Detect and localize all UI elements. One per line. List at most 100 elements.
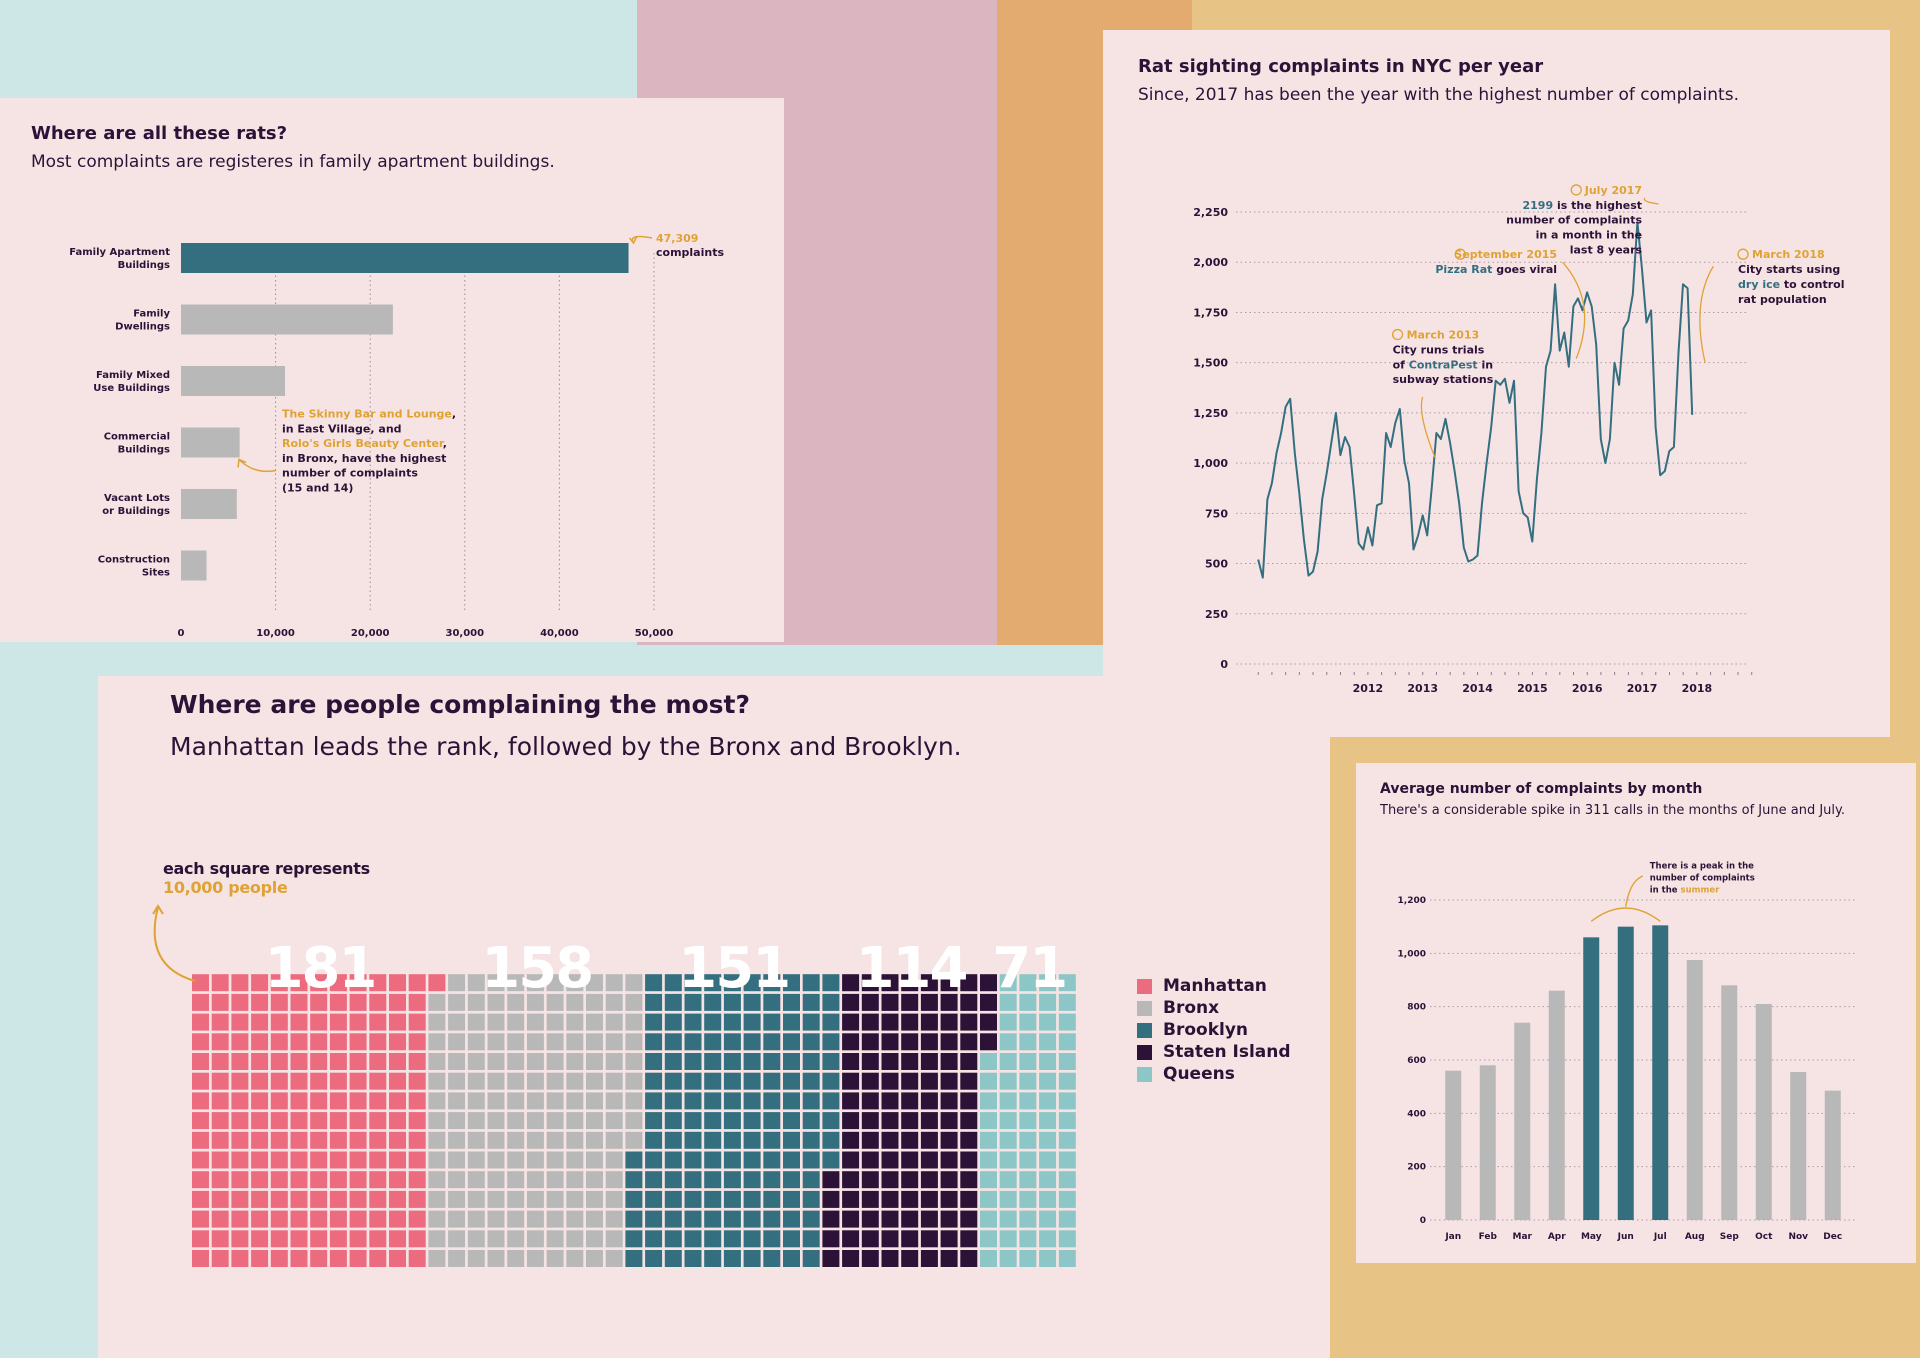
waffle-square xyxy=(684,993,702,1011)
waffle-square xyxy=(980,1112,997,1130)
waffle-square xyxy=(980,1092,997,1110)
waffle-square xyxy=(625,1151,643,1169)
waffle-square xyxy=(507,1171,525,1189)
waffle-square xyxy=(290,1190,308,1208)
waffle-square xyxy=(487,1092,505,1110)
waffle-square xyxy=(211,1230,229,1248)
waffle-square xyxy=(645,1171,663,1189)
waffle-square xyxy=(467,1210,485,1228)
annotation-commercial-segment: in Bronx, have the highest xyxy=(282,452,446,465)
note-arrow xyxy=(153,906,196,982)
waffle-square xyxy=(231,1053,249,1070)
x-tick-label: 2017 xyxy=(1627,682,1658,695)
waffle-square xyxy=(802,1210,820,1228)
waffle-square xyxy=(920,1210,938,1228)
waffle-square xyxy=(940,1131,958,1149)
waffle-square xyxy=(290,1171,308,1189)
waffle-square xyxy=(684,1112,702,1130)
annotation-summer-segment: There is a peak in the xyxy=(1650,861,1754,871)
waffle-square xyxy=(586,1151,603,1169)
waffle-square xyxy=(408,1033,426,1051)
waffle-square xyxy=(881,974,899,992)
waffle-square xyxy=(822,1092,840,1110)
waffle-square xyxy=(684,1013,702,1031)
waffle-square xyxy=(842,1013,860,1031)
waffle-square xyxy=(684,1250,702,1267)
waffle-square xyxy=(1019,1171,1037,1189)
legend-swatch xyxy=(1137,1022,1152,1038)
waffle-square xyxy=(586,1112,603,1130)
waffle-square xyxy=(723,1230,741,1248)
waffle-square xyxy=(999,1131,1017,1149)
waffle-square xyxy=(684,1072,702,1090)
waffle-square xyxy=(645,974,663,992)
waffle-square xyxy=(743,1092,761,1110)
waffle-square xyxy=(881,1210,899,1228)
waffle-square xyxy=(349,974,367,992)
waffle-square xyxy=(625,1053,643,1070)
bar xyxy=(181,243,629,273)
annotation-text-segment: in a month in the xyxy=(1536,229,1642,242)
waffle-square xyxy=(822,1250,840,1267)
waffle-square xyxy=(349,1013,367,1031)
annotation-text-segment: City starts using xyxy=(1738,263,1840,276)
waffle-square xyxy=(723,1053,741,1070)
waffle-square xyxy=(999,1072,1017,1090)
annotation-text-segment: ContraPest xyxy=(1409,358,1478,371)
waffle-square xyxy=(783,1171,800,1189)
waffle-square xyxy=(960,1171,978,1189)
waffle-square xyxy=(251,1092,269,1110)
waffle-square xyxy=(802,1033,820,1051)
waffle-square xyxy=(310,1033,328,1051)
waffle-square xyxy=(487,993,505,1011)
waffle-square xyxy=(980,1151,997,1169)
annotation-text-segment: to control xyxy=(1780,278,1844,291)
waffle-square xyxy=(920,1171,938,1189)
waffle-square xyxy=(901,1151,919,1169)
waffle-square xyxy=(901,1053,919,1070)
waffle-square xyxy=(920,1033,938,1051)
waffle-square xyxy=(1019,1230,1037,1248)
waffle-square xyxy=(290,1013,308,1031)
waffle-square xyxy=(960,1112,978,1130)
waffle-square xyxy=(763,1033,781,1051)
waffle-square xyxy=(487,1072,505,1090)
waffle-unit-note: each square represents 10,000 people xyxy=(163,859,370,897)
waffle-square xyxy=(901,974,919,992)
waffle-square xyxy=(428,1131,446,1149)
waffle-square xyxy=(467,1092,485,1110)
waffle-square xyxy=(763,1151,781,1169)
waffle-square xyxy=(645,1250,663,1267)
waffle-square xyxy=(684,1210,702,1228)
waffle-square xyxy=(743,1171,761,1189)
waffle-square xyxy=(251,1053,269,1070)
waffle-square xyxy=(1019,1131,1037,1149)
annotation-text-segment: number of complaints xyxy=(1506,214,1642,227)
waffle-square xyxy=(684,974,702,992)
waffle-square xyxy=(783,1112,800,1130)
waffle-square xyxy=(369,1112,387,1130)
waffle-square xyxy=(526,974,544,992)
x-tick-label: Aug xyxy=(1685,1232,1705,1242)
annotation-arrow xyxy=(1699,265,1714,363)
waffle-square xyxy=(842,1230,860,1248)
waffle-square xyxy=(605,1033,623,1051)
waffle-square xyxy=(408,1210,426,1228)
waffle-square xyxy=(586,1230,603,1248)
waffle-square xyxy=(822,1033,840,1051)
waffle-square xyxy=(743,1053,761,1070)
waffle-square xyxy=(389,974,406,992)
waffle-square xyxy=(467,1033,485,1051)
waffle-square xyxy=(546,1190,564,1208)
waffle-square xyxy=(881,1053,899,1070)
y-tick-label: 500 xyxy=(1205,558,1228,571)
waffle-square xyxy=(526,1171,544,1189)
waffle-square xyxy=(1019,1033,1037,1051)
waffle-square xyxy=(369,1131,387,1149)
waffle-square xyxy=(428,1210,446,1228)
waffle-square xyxy=(743,1033,761,1051)
waffle-square xyxy=(645,1230,663,1248)
waffle-square xyxy=(448,1171,466,1189)
waffle-square xyxy=(329,1072,347,1090)
waffle-square xyxy=(605,993,623,1011)
